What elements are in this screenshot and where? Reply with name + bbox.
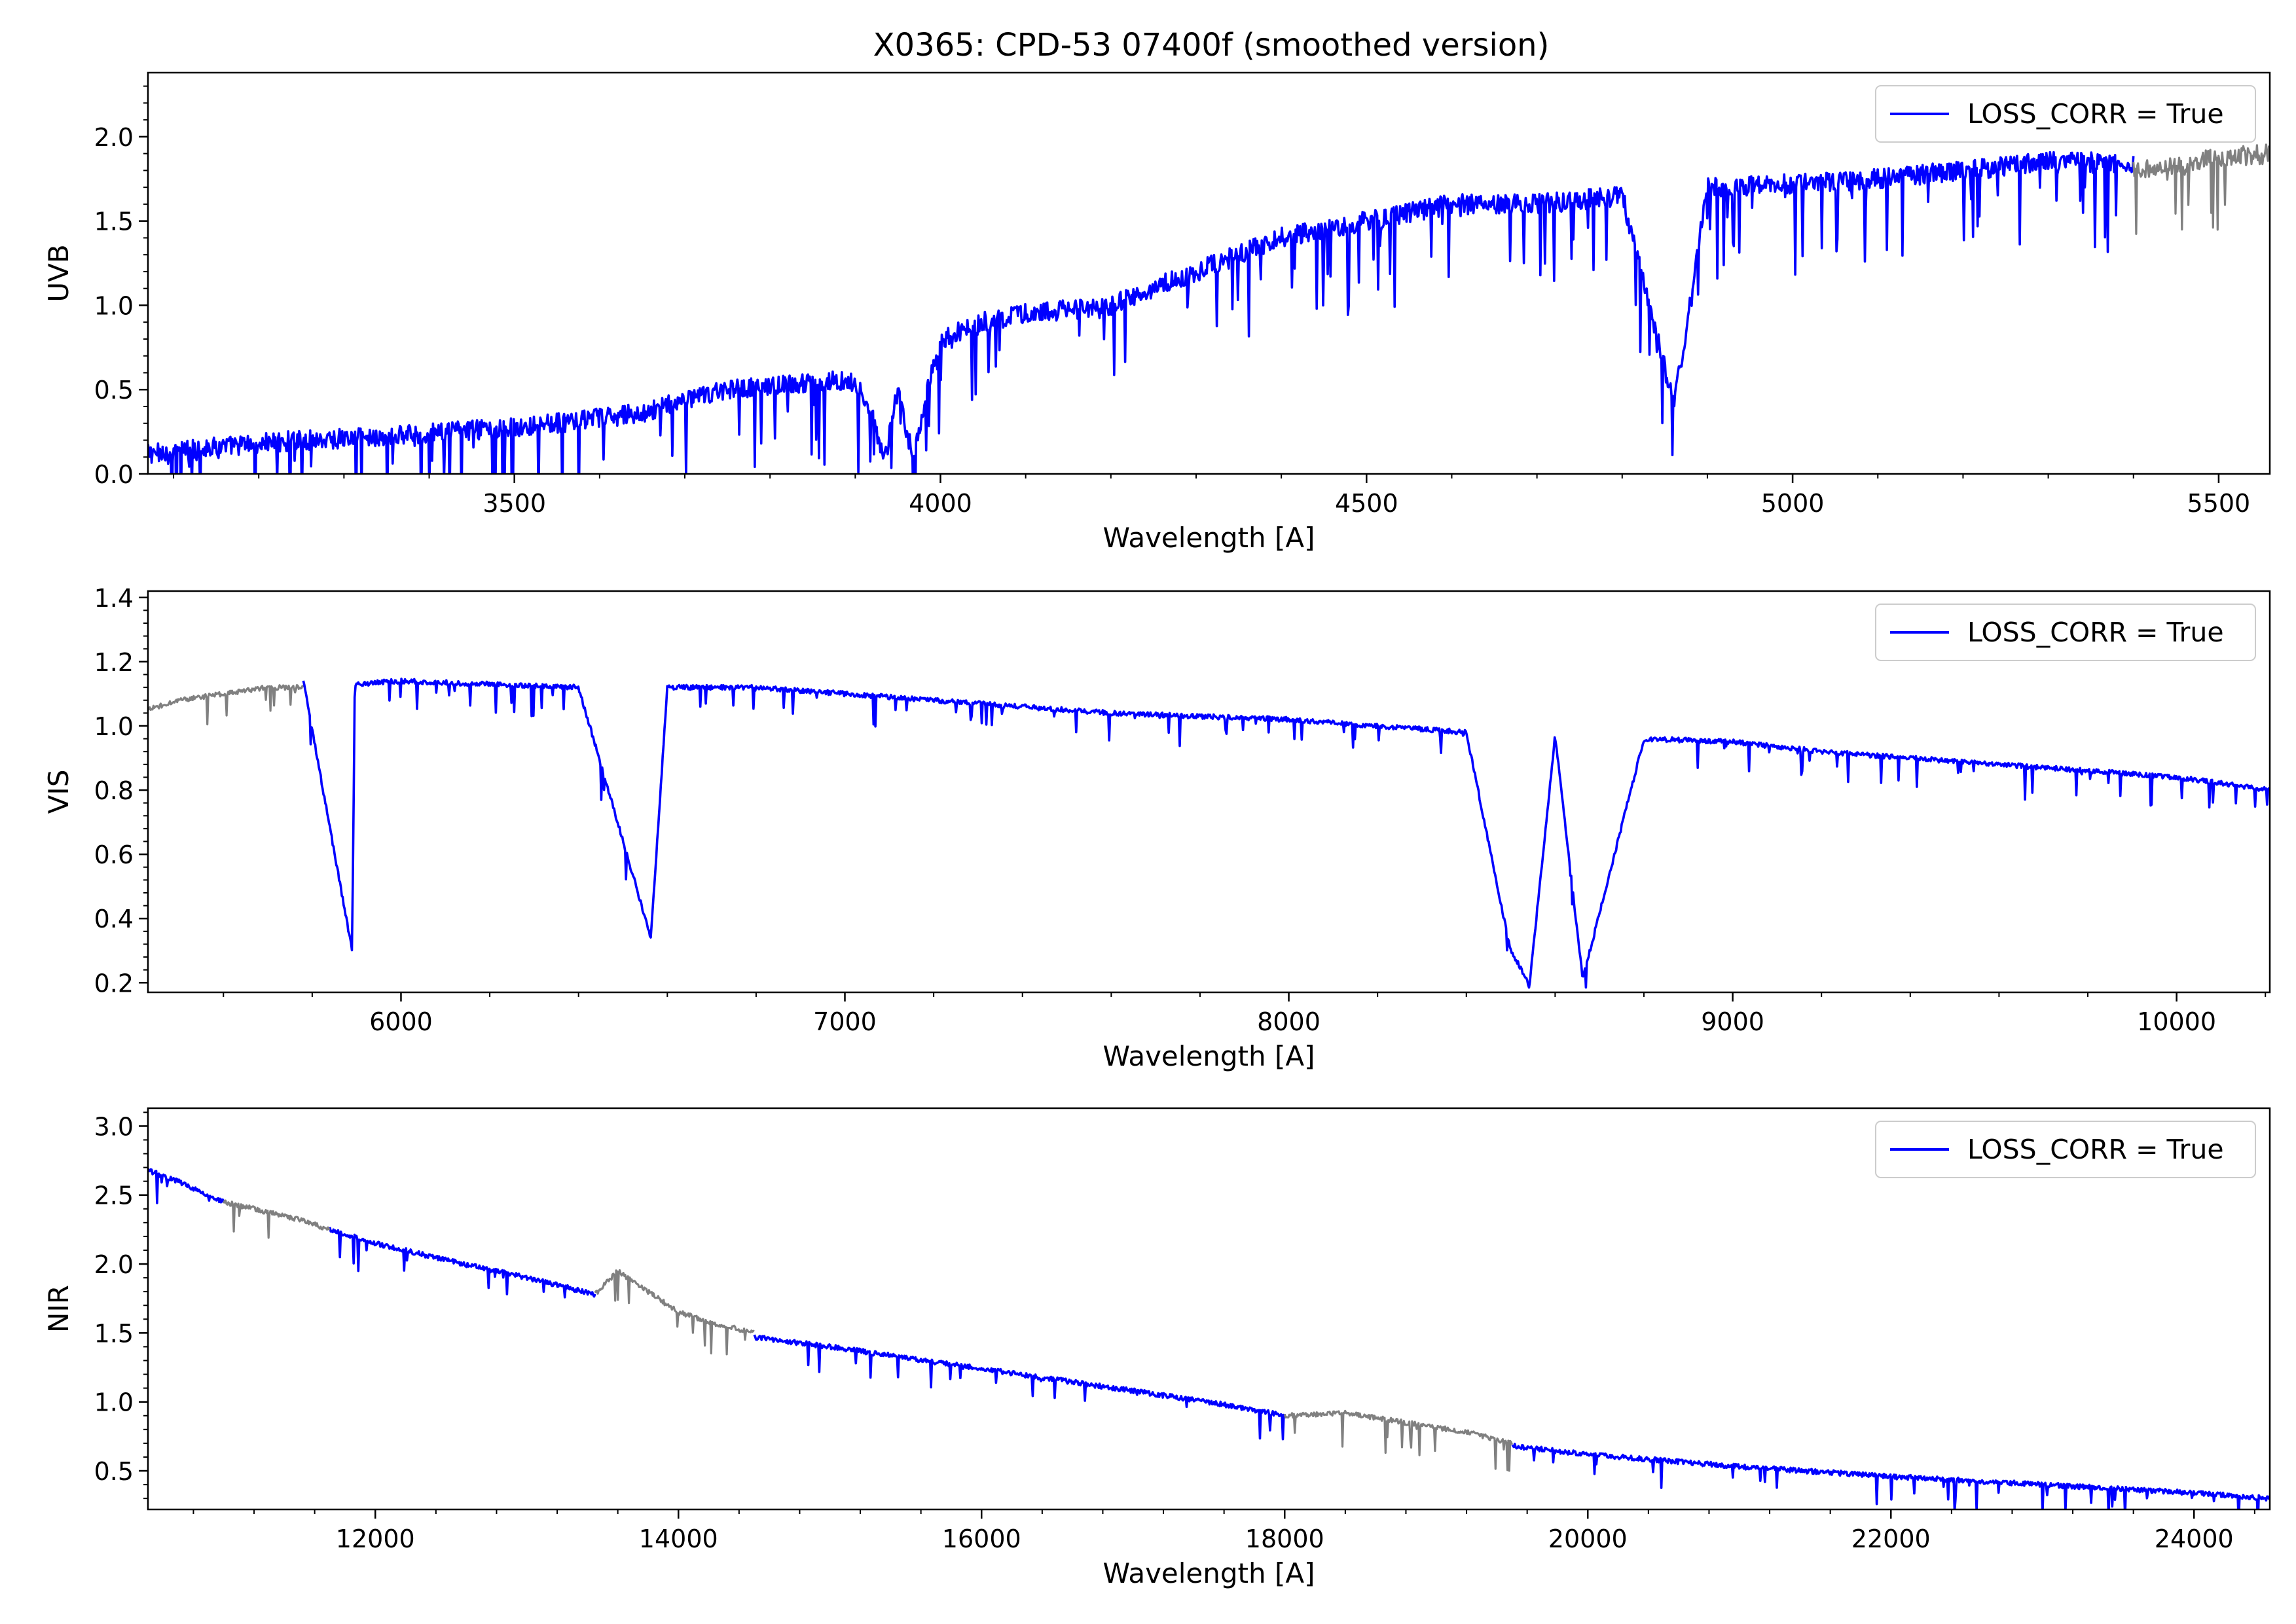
nir-panel: 12000 14000 16000 18000 20000 22000 24000 0.5 1.… (43, 1107, 2271, 1589)
nir-y-axis-label: NIR (43, 1285, 75, 1333)
uvb-plot-area (148, 143, 2270, 474)
vis-y-tick-label: 1.2 (94, 648, 134, 677)
vis-y-tick-label: 1.0 (94, 712, 134, 741)
uvb-y-tick-label: 1.5 (94, 208, 134, 236)
nir-series-loss-corr-line-3 (1511, 1443, 2270, 1509)
uvb-x-axis-label: Wavelength [A] (1102, 522, 1315, 554)
uvb-y-tick-label: 1.0 (94, 291, 134, 320)
nir-y-tick-label: 1.5 (94, 1319, 134, 1348)
uvb-panel: 3500 4000 4500 5000 5500 0.0 0.5 1.0 1.5 2.0 Wavel… (43, 71, 2271, 554)
nir-y-tick-label: 1.0 (94, 1388, 134, 1417)
panels: 3500 4000 4500 5000 5500 0.0 0.5 1.0 1.5 2.0 Wavel… (43, 71, 2271, 1589)
uvb-legend: LOSS_CORR = True (1875, 85, 2256, 143)
vis-x-tick-label: 9000 (1701, 1007, 1764, 1036)
nir-legend-label: LOSS_CORR = True (1967, 1134, 2224, 1165)
nir-y-tick-label: 0.5 (94, 1457, 134, 1486)
uvb-series-loss-corr-line-0 (148, 151, 2135, 474)
nir-series-masked-line-1 (594, 1269, 755, 1356)
vis-y-tick-label: 0.4 (94, 905, 134, 933)
vis-x-axis-label: Wavelength [A] (1102, 1040, 1315, 1072)
vis-plot-area (148, 677, 2270, 989)
vis-legend-box (1875, 604, 2256, 661)
vis-axes-frame (147, 590, 2271, 994)
nir-axes-frame (147, 1107, 2271, 1511)
nir-x-tick-label: 24000 (2155, 1525, 2234, 1553)
vis-panel: 6000 7000 8000 9000 10000 0.2 0.4 0.6 0.8 1.0 1.2 1… (43, 584, 2271, 1072)
nir-x-tick-label: 12000 (336, 1525, 415, 1553)
uvb-x-tick-label: 5000 (1761, 489, 1825, 518)
vis-y-tick-label: 0.6 (94, 840, 134, 869)
uvb-legend-box (1875, 85, 2256, 143)
uvb-x-tick-label: 4500 (1335, 489, 1398, 518)
nir-y-tick-label: 2.5 (94, 1182, 134, 1210)
nir-x-tick-label: 16000 (942, 1525, 1021, 1553)
vis-series-loss-corr-line-0 (302, 677, 2270, 989)
nir-legend: LOSS_CORR = True (1875, 1121, 2256, 1178)
nir-series-loss-corr-line-1 (329, 1227, 596, 1299)
nir-x-tick-label: 22000 (1851, 1525, 1931, 1553)
uvb-x-tick-label: 4000 (909, 489, 972, 518)
vis-x-tick-label: 6000 (369, 1007, 433, 1036)
vis-legend: LOSS_CORR = True (1875, 604, 2256, 661)
uvb-y-tick-label: 0.0 (94, 460, 134, 489)
vis-y-axis-label: VIS (43, 770, 75, 814)
uvb-series-masked-line-0 (2132, 143, 2270, 235)
figure-title: X0365: CPD-53 07400f (smoothed version) (873, 27, 1550, 63)
uvb-x-tick-label: 3500 (483, 489, 546, 518)
vis-y-tick-label: 0.8 (94, 776, 134, 805)
vis-legend-label: LOSS_CORR = True (1967, 617, 2224, 648)
uvb-legend-label: LOSS_CORR = True (1967, 98, 2224, 130)
nir-legend-box (1875, 1121, 2256, 1178)
vis-x-tick-label: 8000 (1257, 1007, 1321, 1036)
vis-y-tick-label: 0.2 (94, 969, 134, 998)
nir-series-loss-corr-line-2 (753, 1334, 1286, 1441)
nir-x-tick-label: 14000 (639, 1525, 718, 1553)
uvb-y-tick-label: 2.0 (94, 123, 134, 152)
uvb-y-tick-label: 0.5 (94, 376, 134, 405)
uvb-axes-frame (147, 71, 2271, 475)
vis-series-masked-line-0 (148, 683, 304, 726)
vis-y-tick-label: 1.4 (94, 584, 134, 613)
nir-plot-area (148, 1167, 2270, 1509)
vis-x-tick-label: 7000 (813, 1007, 877, 1036)
nir-y-tick-label: 3.0 (94, 1112, 134, 1141)
nir-x-tick-label: 18000 (1245, 1525, 1324, 1553)
nir-x-axis-label: Wavelength [A] (1102, 1557, 1315, 1589)
nir-series-masked-line-2 (1283, 1409, 1514, 1472)
uvb-y-axis-label: UVB (43, 244, 75, 302)
nir-x-tick-label: 20000 (1548, 1525, 1628, 1553)
nir-y-tick-label: 2.0 (94, 1250, 134, 1279)
nir-series-loss-corr-line-0 (148, 1167, 225, 1204)
uvb-x-tick-label: 5500 (2187, 489, 2251, 518)
vis-x-tick-label: 10000 (2137, 1007, 2216, 1036)
nir-series-masked-line-0 (223, 1199, 331, 1239)
